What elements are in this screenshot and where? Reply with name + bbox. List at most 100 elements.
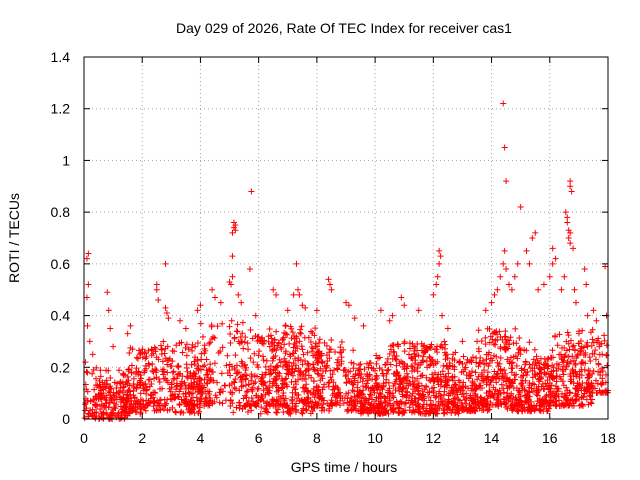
- data-point: [594, 380, 601, 387]
- data-point: [194, 307, 201, 314]
- data-point: [483, 376, 490, 383]
- data-point: [449, 390, 456, 397]
- data-point: [475, 402, 482, 409]
- data-point: [509, 365, 516, 372]
- data-point: [467, 372, 474, 379]
- data-point: [593, 377, 600, 384]
- data-point: [429, 371, 436, 378]
- data-point: [278, 345, 285, 352]
- data-point: [181, 379, 188, 386]
- data-point: [178, 408, 185, 415]
- data-point: [406, 351, 413, 358]
- data-point: [299, 361, 306, 368]
- data-point: [403, 370, 410, 377]
- data-point: [548, 368, 555, 375]
- data-point: [96, 385, 103, 392]
- data-point: [251, 350, 258, 357]
- data-point: [475, 327, 482, 334]
- data-point: [482, 334, 489, 341]
- data-point: [270, 401, 277, 408]
- data-point: [561, 353, 568, 360]
- data-point: [224, 352, 231, 359]
- data-point: [326, 281, 333, 288]
- data-point: [188, 409, 195, 416]
- data-point: [326, 349, 333, 356]
- y-tick-label: 0.8: [51, 204, 71, 220]
- data-point: [103, 397, 110, 404]
- data-point: [291, 403, 298, 410]
- data-point: [515, 402, 522, 409]
- data-point: [504, 390, 511, 397]
- data-point: [469, 378, 476, 385]
- data-point: [506, 384, 513, 391]
- data-point: [473, 385, 480, 392]
- data-point: [389, 355, 396, 362]
- data-point: [206, 340, 213, 347]
- data-point: [293, 400, 300, 407]
- data-point: [351, 400, 358, 407]
- data-point: [562, 209, 569, 216]
- data-point: [153, 369, 160, 376]
- data-point: [270, 286, 277, 293]
- data-point: [426, 343, 433, 350]
- data-point: [184, 374, 191, 381]
- data-point: [445, 405, 452, 412]
- data-point: [117, 378, 124, 385]
- data-point: [390, 406, 397, 413]
- data-point: [393, 356, 400, 363]
- data-point: [506, 341, 513, 348]
- data-point: [239, 330, 246, 337]
- data-point: [573, 385, 580, 392]
- data-point: [506, 281, 513, 288]
- data-point: [589, 396, 596, 403]
- data-point: [482, 341, 489, 348]
- data-point: [248, 188, 255, 195]
- data-point: [467, 404, 474, 411]
- data-point: [244, 409, 251, 416]
- data-point: [304, 349, 311, 356]
- data-point: [85, 281, 92, 288]
- data-point: [567, 337, 574, 344]
- data-point: [183, 396, 190, 403]
- data-point: [161, 368, 168, 375]
- data-point: [409, 355, 416, 362]
- data-point: [250, 359, 257, 366]
- data-point: [289, 329, 296, 336]
- data-point: [359, 378, 366, 385]
- data-point: [198, 350, 205, 357]
- data-point: [97, 395, 104, 402]
- data-point: [289, 398, 296, 405]
- data-point: [168, 381, 175, 388]
- data-point: [552, 332, 559, 339]
- data-point: [586, 354, 593, 361]
- data-point: [428, 385, 435, 392]
- data-point: [174, 363, 181, 370]
- data-point: [385, 366, 392, 373]
- data-point: [455, 410, 462, 417]
- data-point: [287, 353, 294, 360]
- data-point: [321, 406, 328, 413]
- data-point: [89, 351, 96, 358]
- data-point: [314, 367, 321, 374]
- data-point: [145, 360, 152, 367]
- data-point: [199, 333, 206, 340]
- data-point: [230, 224, 237, 231]
- data-point: [344, 408, 351, 415]
- data-point: [553, 397, 560, 404]
- data-point: [156, 397, 163, 404]
- data-point: [519, 400, 526, 407]
- data-point: [360, 395, 367, 402]
- data-point: [162, 402, 169, 409]
- data-point: [227, 389, 234, 396]
- data-point: [282, 330, 289, 337]
- data-point: [313, 351, 320, 358]
- data-point: [577, 383, 584, 390]
- data-point: [376, 410, 383, 417]
- data-point: [227, 372, 234, 379]
- data-point: [325, 380, 332, 387]
- data-point: [169, 392, 176, 399]
- data-point: [341, 395, 348, 402]
- data-point: [512, 394, 519, 401]
- data-point: [468, 397, 475, 404]
- data-point: [238, 378, 245, 385]
